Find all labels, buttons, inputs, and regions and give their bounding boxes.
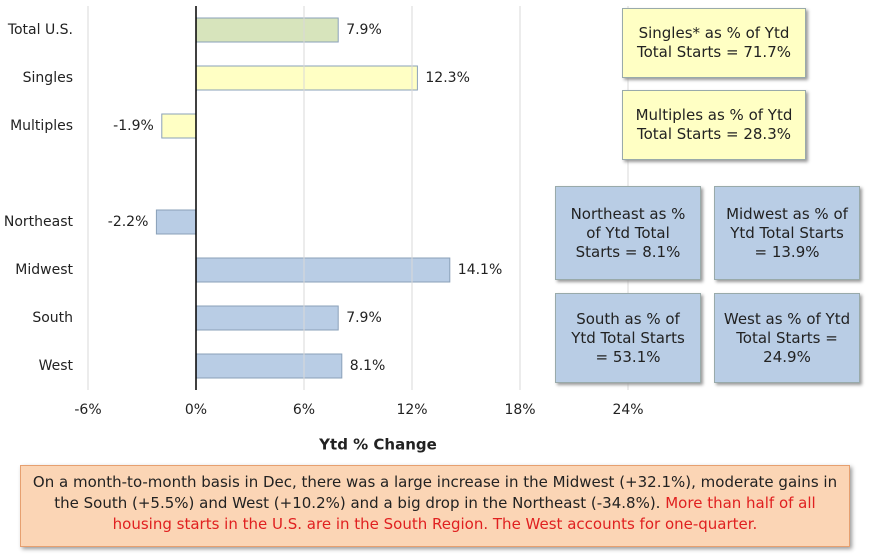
- bar: [195, 305, 339, 331]
- x-tick-label: 18%: [504, 402, 535, 418]
- annotation-box: Northeast as % of Ytd Total Starts = 8.1…: [555, 186, 701, 280]
- note-text: On a month-to-month basis in Dec, there …: [32, 473, 838, 512]
- value-label: 7.9%: [346, 310, 382, 326]
- annotation-box: South as % of Ytd Total Starts = 53.1%: [555, 293, 701, 383]
- value-label: -1.9%: [113, 118, 154, 134]
- y-tick-label: Singles: [23, 70, 73, 86]
- value-label: 12.3%: [425, 70, 469, 86]
- annotation-text: South as % of Ytd Total Starts = 53.1%: [571, 309, 685, 366]
- value-label: 7.9%: [346, 22, 382, 38]
- annotation-box: Midwest as % of Ytd Total Starts = 13.9%: [714, 186, 860, 280]
- y-tick-label: Northeast: [4, 214, 74, 230]
- annotation-text: Multiples as % of Ytd Total Starts = 28.…: [635, 106, 793, 143]
- y-tick-label: Total U.S.: [7, 22, 73, 38]
- annotation-text: Singles* as % of Ytd Total Starts = 71.7…: [636, 24, 791, 61]
- bar: [195, 353, 343, 379]
- value-label: 8.1%: [350, 358, 386, 374]
- value-label: 14.1%: [458, 262, 502, 278]
- annotation-box: Singles* as % of Ytd Total Starts = 71.7…: [622, 8, 806, 78]
- bar: [155, 209, 197, 235]
- annotation-text: West as % of Ytd Total Starts = 24.9%: [723, 309, 851, 366]
- x-tick-label: 12%: [396, 402, 427, 418]
- x-tick-label: 24%: [612, 402, 643, 418]
- annotation-text: Midwest as % of Ytd Total Starts = 13.9%: [726, 204, 848, 261]
- y-tick-label: Multiples: [10, 118, 73, 134]
- annotation-text: Northeast as % of Ytd Total Starts = 8.1…: [570, 204, 686, 261]
- value-label: -2.2%: [108, 214, 149, 230]
- x-tick-label: 0%: [185, 402, 207, 418]
- annotation-box: Multiples as % of Ytd Total Starts = 28.…: [622, 90, 806, 160]
- bar: [195, 17, 339, 43]
- note-highlight: More than half of all housing starts in …: [112, 494, 816, 533]
- x-axis-label: Ytd % Change: [318, 436, 437, 454]
- y-tick-label: South: [32, 310, 73, 326]
- y-tick-label: West: [39, 358, 74, 374]
- note-box: On a month-to-month basis in Dec, there …: [20, 465, 850, 547]
- x-tick-label: 6%: [293, 402, 315, 418]
- annotation-box: West as % of Ytd Total Starts = 24.9%: [714, 293, 860, 383]
- bar: [161, 113, 197, 139]
- y-tick-label: Midwest: [15, 262, 73, 278]
- bar: [195, 65, 418, 91]
- x-tick-label: -6%: [74, 402, 101, 418]
